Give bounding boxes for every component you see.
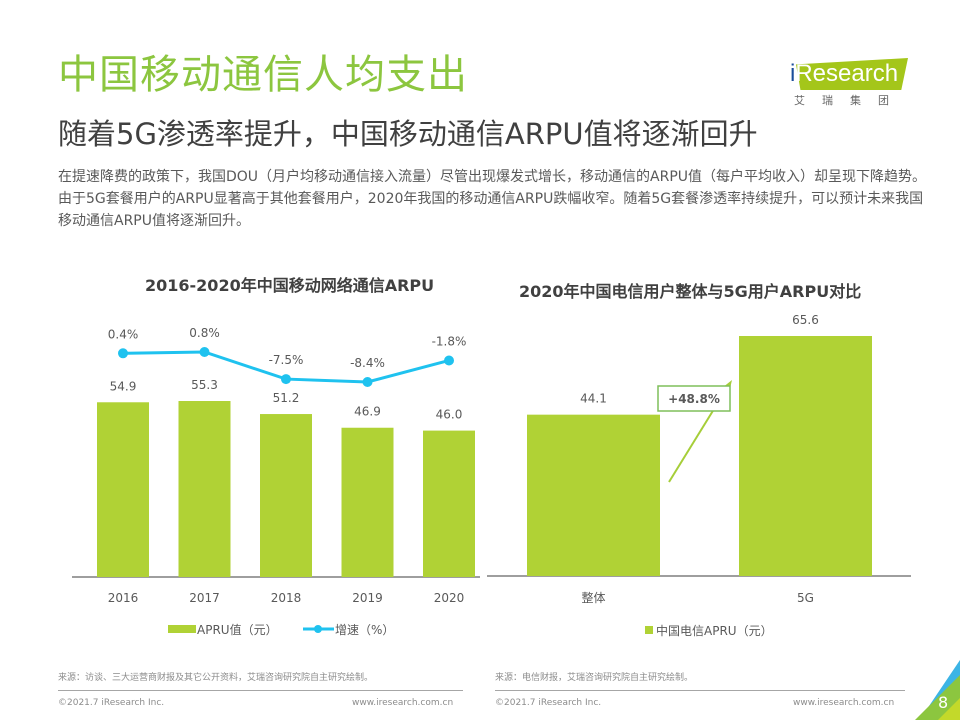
footer-copyright-right: ©2021.7 iResearch Inc. bbox=[495, 698, 602, 708]
chart1-bar-label-2020: 46.0 bbox=[436, 408, 463, 422]
chart1-legend-line-label: 增速（%） bbox=[335, 623, 394, 637]
chart1-legend-bar-swatch bbox=[168, 625, 196, 633]
page-title: 中国移动通信人均支出 bbox=[58, 52, 468, 98]
chart1-growth-point-2019 bbox=[362, 377, 373, 387]
chart1-growth-label-2017: 0.8% bbox=[189, 326, 220, 340]
chart1-bar-2020 bbox=[423, 430, 475, 577]
logo-i: i bbox=[790, 60, 796, 87]
logo-subtitle: 艾瑞集团 bbox=[794, 94, 906, 107]
chart2-bar-label-overall: 44.1 bbox=[580, 392, 607, 406]
footer-url-left: www.iresearch.com.cn bbox=[352, 698, 454, 708]
chart1-bar-2018 bbox=[260, 414, 312, 577]
source-left: 来源：访谈、三大运营商财报及其它公开资料，艾瑞咨询研究院自主研究绘制。 bbox=[58, 673, 374, 683]
chart1-bar-label-2016: 54.9 bbox=[110, 379, 137, 393]
chart2-annotation-box bbox=[657, 385, 731, 412]
chart1-growth-label-2019: -8.4% bbox=[350, 356, 385, 370]
chart2-title: 2020年中国电信用户整体与5G用户ARPU对比 bbox=[519, 282, 862, 301]
chart1-growth-point-2017 bbox=[199, 347, 210, 357]
chart1-arpu-trend: 54.9 2016 55.3 2017 51.2 2018 46.9 2019 46.0 2020… bbox=[72, 326, 480, 637]
footer-divider-left bbox=[58, 690, 463, 691]
chart1-growth-point-2020 bbox=[444, 355, 454, 366]
chart1-x-tick-2016: 2016 bbox=[108, 591, 139, 605]
chart2-bar-5g bbox=[739, 336, 872, 576]
logo-wordmark: iResearch bbox=[790, 58, 898, 90]
footer-divider-right bbox=[495, 690, 905, 691]
corner-blue-shape bbox=[925, 660, 960, 712]
chart1-legend-line-marker bbox=[314, 625, 322, 633]
chart1-bar-label-2019: 46.9 bbox=[354, 405, 381, 419]
corner-decoration: 8 bbox=[915, 660, 960, 720]
iresearch-logo: iResearch 艾瑞集团 bbox=[790, 50, 910, 110]
page-number: 8 bbox=[938, 693, 948, 712]
chart2-arpu-comparison: 44.1 整体 65.6 5G +48.8% 中国电信APRU（元） bbox=[487, 313, 911, 638]
chart2-x-tick-overall: 整体 bbox=[581, 590, 605, 605]
chart2-annotation-label: +48.8% bbox=[668, 392, 720, 406]
chart1-bar-label-2018: 51.2 bbox=[273, 391, 300, 405]
chart2-legend-label: 中国电信APRU（元） bbox=[656, 623, 773, 638]
chart1-growth-point-2018 bbox=[281, 374, 291, 385]
chart1-bar-2016 bbox=[97, 402, 149, 577]
footer-copyright-left: ©2021.7 iResearch Inc. bbox=[58, 698, 165, 708]
chart1-x-tick-2019: 2019 bbox=[352, 591, 383, 605]
chart1-growth-point-2016 bbox=[118, 348, 128, 359]
chart1-title: 2016-2020年中国移动网络通信ARPU bbox=[145, 276, 435, 295]
page-subtitle: 随着5G渗透率提升，中国移动通信ARPU值将逐渐回升 bbox=[58, 117, 758, 151]
source-right: 来源：电信财报，艾瑞咨询研究院自主研究绘制。 bbox=[495, 673, 694, 683]
chart1-bar-2017 bbox=[178, 401, 231, 577]
chart1-bar-label-2017: 55.3 bbox=[191, 378, 218, 392]
chart1-legend-bar-label: APRU值（元） bbox=[197, 622, 278, 637]
corner-green-shape bbox=[915, 675, 960, 720]
footer-url-right: www.iresearch.com.cn bbox=[793, 698, 895, 708]
logo-research: Research bbox=[795, 60, 899, 87]
chart2-legend-swatch bbox=[645, 626, 653, 634]
page-description: 在提速降费的政策下，我国DOU（月户均移动通信接入流量）尽管出现爆发式增长，移动… bbox=[58, 169, 927, 229]
chart1-x-tick-2017: 2017 bbox=[189, 591, 220, 605]
corner-lime-shape bbox=[938, 698, 960, 720]
chart1-growth-label-2020: -1.8% bbox=[432, 334, 467, 348]
chart1-x-tick-2020: 2020 bbox=[434, 591, 465, 605]
chart2-x-tick-5g: 5G bbox=[797, 591, 814, 605]
chart1-x-tick-2018: 2018 bbox=[271, 591, 302, 605]
chart2-bar-overall bbox=[527, 414, 660, 576]
chart1-bar-2019 bbox=[341, 427, 394, 577]
chart1-growth-label-2016: 0.4% bbox=[108, 327, 139, 341]
chart2-bar-label-5g: 65.6 bbox=[792, 313, 819, 327]
chart1-growth-label-2018: -7.5% bbox=[269, 353, 304, 367]
